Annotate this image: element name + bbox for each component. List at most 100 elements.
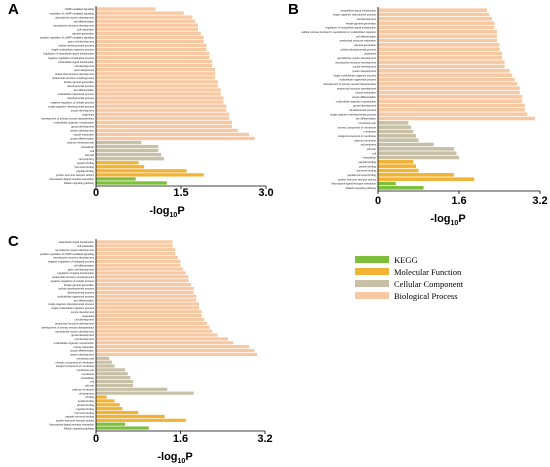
bar-b-14	[378, 69, 510, 73]
bar-label-a-15: spermatogenesis	[74, 68, 94, 72]
bar-c-20	[96, 317, 205, 322]
bar-label-c-21: anatomical structure development	[55, 322, 94, 326]
bar-label-c-38: plasma membrane	[73, 387, 95, 391]
bar-label-b-14: system development	[352, 69, 376, 73]
bar-a-40	[96, 169, 187, 173]
bar-b-2	[378, 17, 492, 21]
bar-label-c-24: gonad development	[71, 333, 94, 337]
bar-c-2	[96, 248, 176, 252]
bar-b-10	[378, 51, 503, 56]
legend-swatch-cc	[355, 280, 389, 287]
bar-b-29	[378, 134, 416, 138]
bar-c-7	[96, 267, 184, 271]
bar-label-b-16: multicellular organismal process	[339, 78, 377, 82]
bar-label-a-27: development of primary sexual characteri…	[41, 116, 94, 120]
bar-label-a-36: cell part	[85, 153, 94, 157]
bar-label-c-4: reproductive structure development	[53, 256, 94, 260]
bar-label-b-39: protein-hormone receptor activity	[338, 177, 377, 181]
bar-b-16	[378, 77, 515, 82]
bar-label-a-8: germ cell development	[68, 40, 94, 44]
bar-a-6	[96, 31, 201, 35]
bar-label-c-40: binding	[86, 395, 95, 399]
bar-label-a-43: Relaxin signaling pathway	[64, 181, 95, 185]
bar-b-9	[378, 47, 500, 51]
bar-c-19	[96, 314, 202, 318]
bar-b-25	[378, 116, 535, 121]
bar-a-21	[96, 92, 221, 96]
legend-label-mf: Molecular Function	[394, 267, 462, 277]
bar-b-28	[378, 129, 414, 134]
bar-b-31	[378, 142, 434, 147]
x-axis-label-b: -log10P	[430, 213, 465, 227]
bar-a-13	[96, 59, 213, 64]
bar-label-a-34: intracellular	[81, 145, 94, 149]
bar-a-12	[96, 55, 210, 60]
bar-c-6	[96, 263, 181, 267]
bar-a-22	[96, 96, 224, 100]
bar-a-19	[96, 84, 218, 88]
bar-a-32	[96, 136, 255, 141]
x-tick-label-c-1: 1.6	[173, 433, 188, 445]
bar-c-14	[96, 294, 197, 298]
bar-label-c-6: cell differentiation	[74, 263, 95, 267]
bar-c-18	[96, 310, 202, 314]
bar-c-39	[96, 391, 194, 395]
bar-label-b-34: intracellular	[363, 156, 376, 160]
bar-label-c-20: cell development	[75, 318, 95, 322]
bar-b-30	[378, 138, 419, 142]
bar-label-b-33: cell	[372, 151, 376, 155]
bar-b-37	[378, 168, 419, 173]
bar-label-c-31: intrinsic component of membrane	[56, 360, 95, 364]
bar-a-26	[96, 112, 230, 116]
bar-label-a-24: single-organism developmental process	[48, 104, 94, 108]
bar-label-c-37: cell part	[85, 384, 94, 388]
bar-label-c-44: hormone binding	[75, 411, 95, 415]
bar-label-c-11: female gamete generation	[64, 283, 95, 287]
bar-b-0	[378, 8, 487, 12]
bar-b-11	[378, 56, 503, 60]
bar-c-1	[96, 244, 173, 248]
bar-label-c-1: cell maturation	[77, 244, 94, 248]
bar-b-19	[378, 90, 520, 95]
bar-c-27	[96, 345, 250, 349]
bar-b-27	[378, 125, 411, 129]
bar-b-32	[378, 147, 454, 151]
bar-c-34	[96, 372, 128, 376]
bar-label-c-0: intracellular signal transduction	[58, 240, 94, 244]
bar-label-b-26: membrane part	[358, 121, 376, 125]
bar-a-36	[96, 153, 162, 157]
bar-a-39	[96, 165, 145, 169]
bar-label-c-10: negative regulation of cellular process	[50, 279, 94, 283]
bar-label-b-22: gonad development	[353, 104, 376, 108]
bar-label-b-4: regulation of intracellular signal trans…	[325, 26, 376, 30]
bar-label-b-25: sex differentiation	[356, 117, 377, 121]
bar-label-a-11: regulation of intracellular signal trans…	[43, 52, 94, 56]
bar-c-17	[96, 306, 199, 310]
bar-c-36	[96, 379, 133, 384]
bar-label-a-38: protein binding	[77, 161, 95, 165]
legend-swatch-bp	[355, 292, 389, 299]
bar-c-22	[96, 325, 210, 329]
bar-c-47	[96, 422, 126, 426]
bar-label-a-12: negative regulation of biological proces…	[48, 56, 95, 60]
bar-label-a-32: oocyte differentiation	[70, 137, 94, 141]
bar-label-c-2: reproductive system development	[55, 248, 94, 252]
bar-a-25	[96, 108, 227, 112]
bar-a-4	[96, 23, 198, 27]
bar-c-15	[96, 298, 197, 302]
bar-b-3	[378, 21, 495, 25]
bar-label-b-32: cell part	[367, 147, 376, 151]
bar-label-b-0: intracellular signal transduction	[340, 8, 376, 12]
bar-c-40	[96, 395, 107, 399]
bar-label-b-13: oocyte development	[353, 65, 376, 69]
bar-label-c-7: germ cell development	[68, 267, 94, 271]
bar-c-26	[96, 341, 234, 345]
bar-a-17	[96, 76, 215, 80]
bar-a-7	[96, 35, 204, 39]
bar-label-a-33: plasma membrane part	[67, 141, 94, 145]
bar-label-a-23: negative regulation of cellular process	[50, 100, 94, 104]
bar-label-c-35: intracellular	[81, 376, 94, 380]
bar-label-a-31: oocyte maturation	[73, 133, 94, 137]
bar-label-b-29: integral component of membrane	[338, 134, 377, 138]
bar-b-20	[378, 95, 523, 99]
